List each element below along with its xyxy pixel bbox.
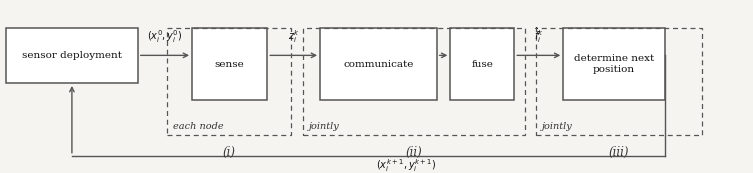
- Bar: [450, 28, 514, 100]
- Bar: [192, 28, 267, 100]
- Bar: [6, 28, 138, 83]
- Text: $(x_i^{k+1}, y_i^{k+1})$: $(x_i^{k+1}, y_i^{k+1})$: [376, 157, 436, 173]
- Bar: [536, 28, 702, 135]
- Bar: [303, 28, 525, 135]
- Bar: [167, 28, 291, 135]
- Text: jointly: jointly: [309, 122, 340, 131]
- Text: sense: sense: [215, 60, 245, 69]
- Text: determine next
position: determine next position: [574, 54, 654, 74]
- Text: $(x_i^0, y_i^0)$: $(x_i^0, y_i^0)$: [147, 28, 183, 45]
- Bar: [320, 28, 437, 100]
- Text: (ii): (ii): [405, 146, 422, 159]
- Text: sensor deployment: sensor deployment: [22, 51, 122, 60]
- Text: $\hat{f}_i^k$: $\hat{f}_i^k$: [534, 26, 544, 45]
- Text: each node: each node: [173, 122, 224, 131]
- Text: fuse: fuse: [471, 60, 493, 69]
- Text: communicate: communicate: [343, 60, 413, 69]
- Bar: [563, 28, 665, 100]
- Text: jointly: jointly: [542, 122, 573, 131]
- Text: (iii): (iii): [608, 146, 630, 159]
- Text: (i): (i): [223, 146, 236, 159]
- Text: $z_i^k$: $z_i^k$: [288, 28, 300, 45]
